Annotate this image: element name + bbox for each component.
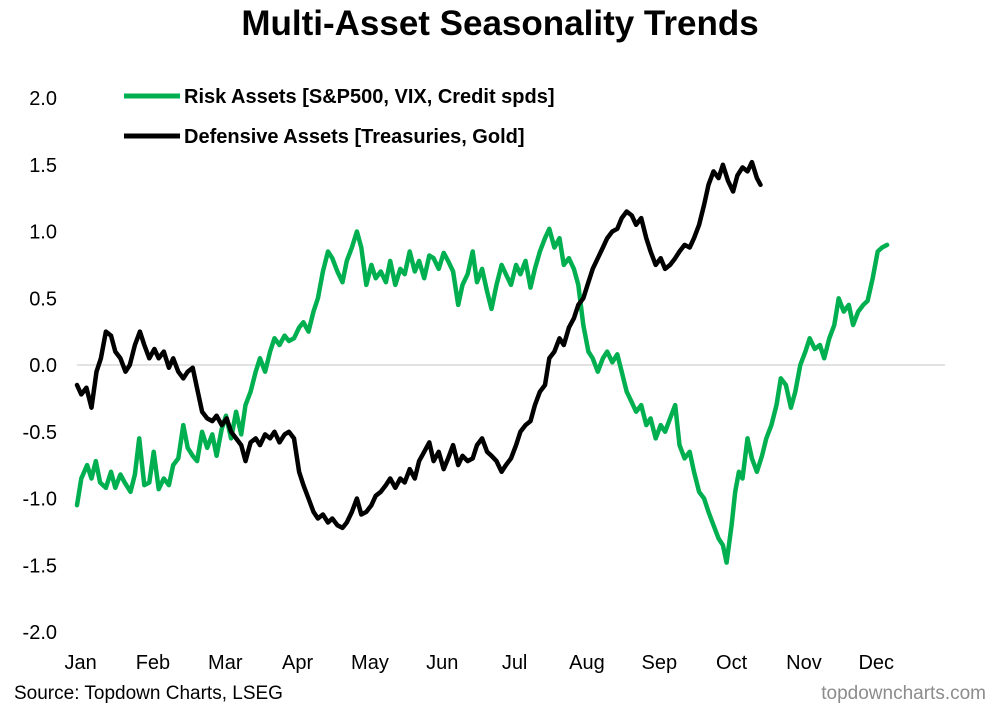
x-tick-label: Jun <box>426 652 458 674</box>
x-tick-label: Feb <box>136 652 170 674</box>
x-tick-label: May <box>351 652 389 674</box>
legend-label: Defensive Assets [Treasuries, Gold] <box>184 126 525 148</box>
y-tick-label: -1.0 <box>23 489 57 511</box>
series-layer <box>74 159 890 565</box>
y-tick-label: -0.5 <box>23 422 57 444</box>
x-tick-label: Apr <box>282 652 313 674</box>
chart-title: Multi-Asset Seasonality Trends <box>241 4 759 43</box>
series-line-defensive-assets <box>74 159 763 531</box>
legend-label: Risk Assets [S&P500, VIX, Credit spds] <box>184 86 555 108</box>
x-tick-label: Mar <box>208 652 243 674</box>
x-tick-label: Sep <box>641 652 677 674</box>
y-tick-label: -2.0 <box>23 622 57 644</box>
legend: Risk Assets [S&P500, VIX, Credit spds] De… <box>124 86 555 148</box>
series-line-risk-assets <box>74 226 890 565</box>
x-tick-label: Aug <box>569 652 605 674</box>
y-tick-label: 0.0 <box>29 355 57 377</box>
y-axis: 2.0 1.5 1.0 0.5 0.0 -0.5 -1.0 -1.5 -2.0 <box>23 88 57 644</box>
y-tick-label: -1.5 <box>23 555 57 577</box>
x-tick-label: Dec <box>858 652 894 674</box>
y-tick-label: 0.5 <box>29 288 57 310</box>
x-tick-label: Oct <box>716 652 748 674</box>
y-tick-label: 1.5 <box>29 155 57 177</box>
y-tick-label: 2.0 <box>29 88 57 110</box>
x-tick-label: Jan <box>64 652 96 674</box>
source-note: Source: Topdown Charts, LSEG <box>14 683 283 704</box>
watermark-link[interactable]: topdowncharts.com <box>821 683 986 704</box>
y-tick-label: 1.0 <box>29 222 57 244</box>
x-tick-label: Nov <box>786 652 822 674</box>
x-axis: Jan Feb Mar Apr May Jun Jul Aug Sep Oct Nov Dec <box>64 652 894 674</box>
x-tick-label: Jul <box>502 652 528 674</box>
